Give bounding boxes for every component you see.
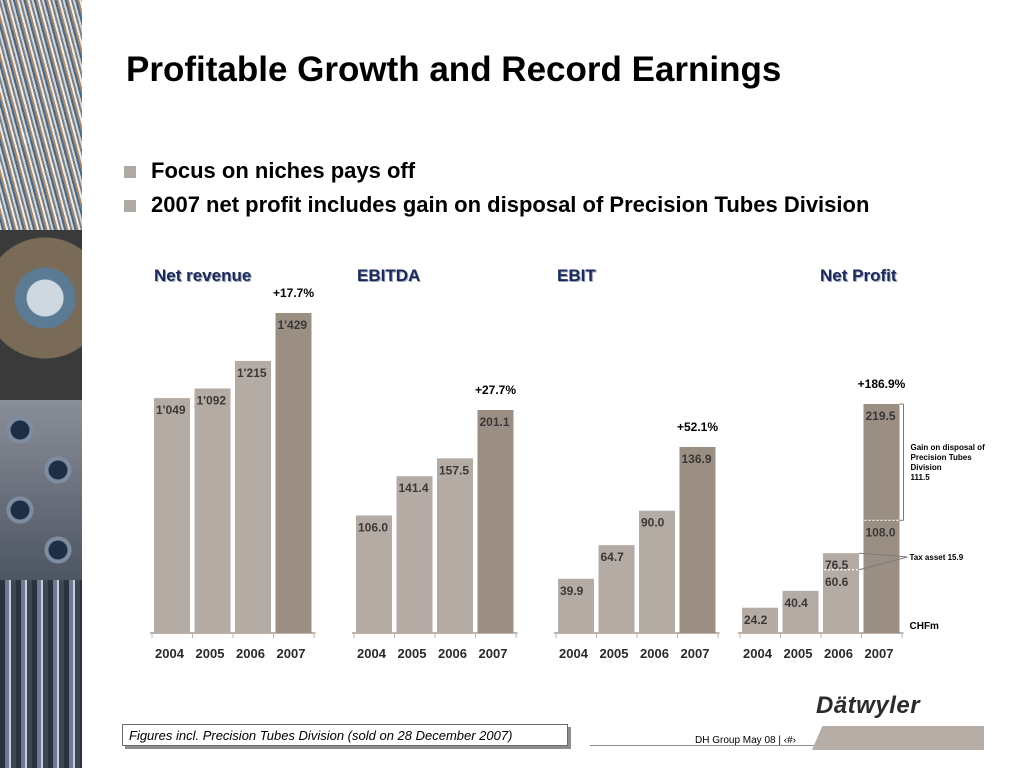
bar-2005: [782, 590, 819, 633]
data-label-2007: 201.1: [480, 415, 510, 429]
chart-title-net-revenue: Net revenue: [154, 266, 252, 285]
cables-photo: [0, 0, 82, 230]
bar-2004: [356, 515, 392, 633]
footer-block: [812, 726, 984, 750]
bar-2007: [679, 447, 716, 633]
tubes-photo: [0, 580, 82, 768]
data-label-2004: 106.0: [358, 520, 388, 534]
bar-2005: [194, 388, 231, 633]
chart-title-ebitda: EBITDA: [357, 266, 421, 285]
data-label-2005: 64.7: [601, 550, 625, 564]
x-tick-label-2004: 2004: [155, 646, 185, 661]
gain-note-line: Gain on disposal of: [911, 443, 986, 452]
x-tick-label-2005: 2005: [398, 646, 427, 661]
bar-2007: [863, 404, 900, 633]
tax-connector-bottom: [858, 556, 908, 571]
bar-2004: [742, 607, 778, 633]
x-tick-label-2005: 2005: [600, 646, 629, 661]
bullet-text: 2007 net profit includes gain on disposa…: [151, 192, 870, 217]
bullet-square-icon: [124, 200, 136, 212]
side-photo: [0, 0, 82, 768]
unit-label: CHFm: [910, 621, 940, 632]
growth-label: +17.7%: [273, 286, 314, 300]
bullet-text: Focus on niches pays off: [151, 158, 416, 183]
footnote: Figures incl. Precision Tubes Division (…: [122, 724, 568, 746]
data-label-2005: 141.4: [399, 481, 429, 495]
bar-2004: [154, 398, 190, 633]
tax-connector-top: [858, 552, 908, 558]
bar-2006: [823, 553, 859, 633]
bar-2006: [235, 360, 271, 633]
seals-photo: [0, 400, 82, 580]
x-tick-label-2006: 2006: [824, 646, 853, 661]
bullet-square-icon: [124, 166, 136, 178]
data-label-2006: 1'215: [237, 366, 267, 380]
data-label-2007-base: 108.0: [866, 525, 896, 539]
bar-2005: [598, 545, 635, 633]
datwyler-logo: Dätwyler: [816, 692, 921, 719]
x-tick-label-2005: 2005: [784, 646, 813, 661]
gain-note-line: Precision Tubes: [911, 453, 973, 462]
data-label-2006: 76.5: [825, 558, 849, 572]
x-tick-label-2004: 2004: [743, 646, 773, 661]
x-tick-label-2007: 2007: [277, 646, 306, 661]
x-tick-label-2006: 2006: [438, 646, 467, 661]
x-tick-label-2007: 2007: [681, 646, 710, 661]
bar-2005: [396, 476, 433, 633]
lab-worker-photo: [0, 230, 82, 400]
bar-2007: [477, 410, 514, 633]
data-label-2006-base: 60.6: [825, 575, 849, 589]
data-label-2004: 1'049: [156, 403, 186, 417]
data-label-2006: 90.0: [641, 516, 665, 530]
data-label-2007: 1'429: [278, 318, 308, 332]
bullet-item: Focus on niches pays off: [122, 158, 869, 192]
chart-title-net-profit: Net Profit: [820, 266, 897, 285]
growth-label: +27.7%: [475, 383, 516, 397]
growth-label: +186.9%: [858, 377, 906, 391]
x-tick-label-2004: 2004: [357, 646, 387, 661]
footer-rule: [590, 745, 815, 746]
bullet-list: Focus on niches pays off 2007 net profit…: [122, 158, 869, 226]
growth-label: +52.1%: [677, 420, 718, 434]
data-label-2004: 39.9: [560, 584, 584, 598]
x-tick-label-2007: 2007: [479, 646, 508, 661]
data-label-2005: 1'092: [197, 393, 227, 407]
tax-note: Tax asset 15.9: [910, 553, 964, 562]
gain-note-line: Division: [911, 463, 942, 472]
bar-2006: [437, 458, 473, 633]
x-tick-label-2005: 2005: [196, 646, 225, 661]
chart-title-ebit: EBIT: [557, 266, 596, 285]
bar-2004: [558, 578, 594, 633]
gain-note-line: 111.5: [911, 473, 931, 482]
x-tick-label-2007: 2007: [865, 646, 894, 661]
slide-title: Profitable Growth and Record Earnings: [126, 50, 782, 89]
bar-2006: [639, 510, 675, 633]
data-label-2006: 157.5: [439, 463, 469, 477]
data-label-2007: 219.5: [866, 409, 896, 423]
x-tick-label-2006: 2006: [640, 646, 669, 661]
bullet-item: 2007 net profit includes gain on disposa…: [122, 192, 869, 226]
data-label-2004: 24.2: [744, 613, 768, 627]
x-tick-label-2006: 2006: [236, 646, 265, 661]
footer-text: DH Group May 08 | ‹#›: [695, 735, 796, 746]
bar-2007: [275, 313, 312, 633]
x-tick-label-2004: 2004: [559, 646, 589, 661]
data-label-2007: 136.9: [682, 452, 712, 466]
data-label-2005: 40.4: [785, 596, 809, 610]
